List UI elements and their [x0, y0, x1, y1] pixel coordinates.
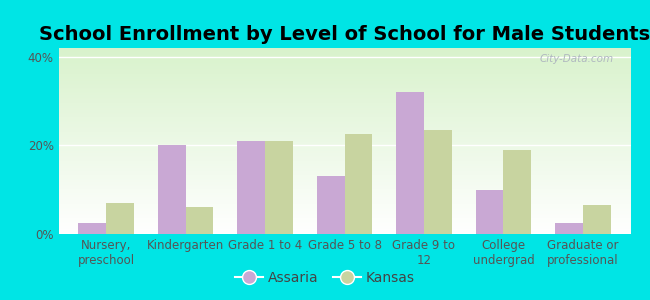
- Bar: [186, 207, 213, 234]
- Bar: [79, 223, 106, 234]
- Bar: [344, 134, 372, 234]
- Bar: [158, 146, 186, 234]
- Bar: [424, 130, 452, 234]
- Bar: [265, 141, 293, 234]
- Text: City-Data.com: City-Data.com: [540, 54, 614, 64]
- Bar: [317, 176, 345, 234]
- Legend: Assaria, Kansas: Assaria, Kansas: [229, 265, 421, 290]
- Bar: [106, 203, 134, 234]
- Bar: [237, 141, 265, 234]
- Title: School Enrollment by Level of School for Male Students: School Enrollment by Level of School for…: [39, 25, 650, 44]
- Bar: [555, 223, 583, 234]
- Bar: [583, 205, 610, 234]
- Bar: [503, 150, 531, 234]
- Bar: [476, 190, 503, 234]
- Bar: [396, 92, 424, 234]
